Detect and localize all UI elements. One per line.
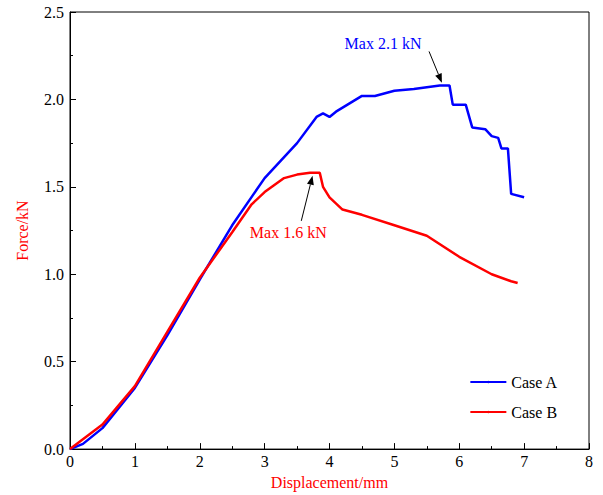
svg-text:4: 4 — [326, 453, 334, 470]
svg-text:6: 6 — [455, 453, 463, 470]
svg-text:0: 0 — [66, 453, 74, 470]
svg-text:1.0: 1.0 — [44, 266, 64, 283]
svg-text:Force/kN: Force/kN — [14, 200, 31, 261]
svg-text:0.0: 0.0 — [44, 441, 64, 458]
svg-text:Displacement/mm: Displacement/mm — [271, 474, 389, 492]
svg-text:7: 7 — [520, 453, 528, 470]
svg-text:1: 1 — [131, 453, 139, 470]
svg-text:Case B: Case B — [511, 404, 557, 421]
svg-text:1.5: 1.5 — [44, 178, 64, 195]
svg-text:2.0: 2.0 — [44, 91, 64, 108]
svg-text:2: 2 — [196, 453, 204, 470]
svg-text:Case A: Case A — [511, 374, 557, 391]
svg-text:Max 2.1 kN: Max 2.1 kN — [345, 35, 422, 52]
svg-text:Max 1.6 kN: Max 1.6 kN — [250, 224, 327, 241]
svg-text:5: 5 — [390, 453, 398, 470]
svg-text:8: 8 — [585, 453, 593, 470]
svg-text:0.5: 0.5 — [44, 353, 64, 370]
svg-text:3: 3 — [261, 453, 269, 470]
svg-text:2.5: 2.5 — [44, 4, 64, 21]
